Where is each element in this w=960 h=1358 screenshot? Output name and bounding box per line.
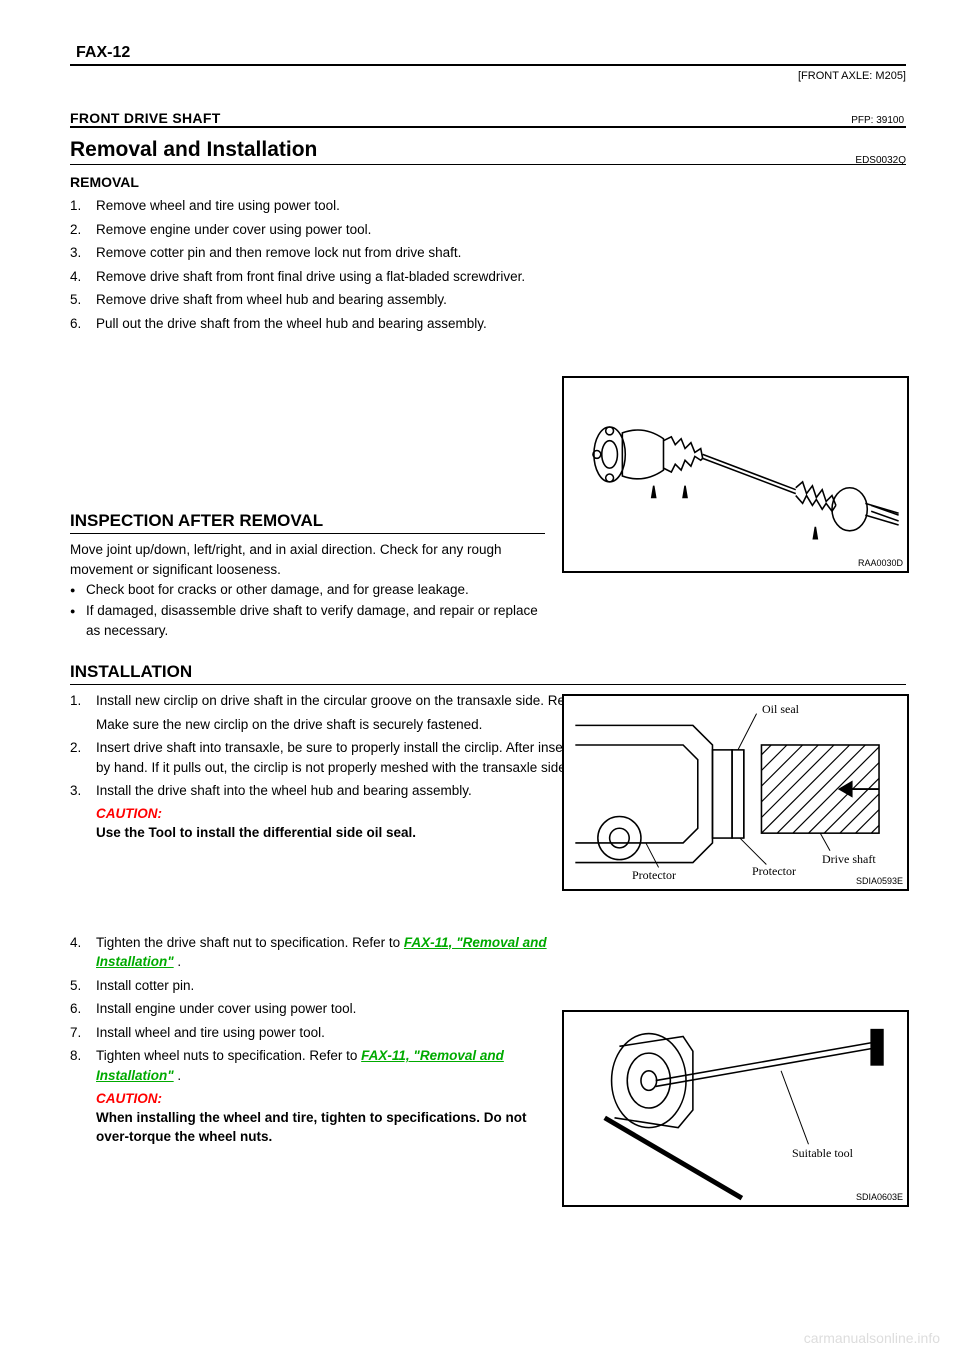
pfp-code: PFP: 39100 xyxy=(851,115,904,126)
step-text-pre: Install new circlip on drive shaft in th… xyxy=(96,693,600,708)
step-text-post: . xyxy=(174,1068,182,1083)
removal-step-4: 4. Remove drive shaft from front final d… xyxy=(70,267,906,287)
step-num: 5. xyxy=(70,290,81,310)
install-step-7: 7. Install wheel and tire using power to… xyxy=(70,1023,550,1043)
removal-step-2: 2. Remove engine under cover using power… xyxy=(70,220,906,240)
header-rule xyxy=(70,64,906,66)
caution-body-2: When installing the wheel and tire, tigh… xyxy=(70,1108,545,1147)
removal-subhead: REMOVAL xyxy=(70,174,906,190)
install-step-3: 3. Install the drive shaft into the whee… xyxy=(70,781,550,801)
step-text: Install engine under cover using power t… xyxy=(96,1001,356,1016)
step-text: Install the drive shaft into the wheel h… xyxy=(96,783,472,798)
install-step-8: 8. Tighten wheel nuts to specification. … xyxy=(70,1046,550,1085)
step-text: Install cotter pin. xyxy=(96,978,194,993)
inspection-intro: Move joint up/down, left/right, and in a… xyxy=(70,540,545,579)
figure-code-2: SDIA0593E xyxy=(856,876,903,886)
step-num: 3. xyxy=(70,781,81,801)
step-text: Remove cotter pin and then remove lock n… xyxy=(96,245,461,260)
step-num: 4. xyxy=(70,267,81,287)
figure-tool: Suitable tool SDIA0603E xyxy=(562,1010,909,1207)
step-text-post: . xyxy=(174,954,182,969)
watermark: carmanualsonline.info xyxy=(804,1330,940,1346)
step-num: 6. xyxy=(70,999,81,1019)
figure-oilseal: Oil seal Protector Protector Drive shaft… xyxy=(562,694,909,891)
step-text: Install wheel and tire using power tool. xyxy=(96,1025,325,1040)
section-title: FRONT DRIVE SHAFT xyxy=(70,110,221,126)
step-num: 6. xyxy=(70,314,81,334)
step-text: Remove engine under cover using power to… xyxy=(96,222,371,237)
install-step-5: 5. Install cotter pin. xyxy=(70,976,550,996)
figure-code-1: RAA0030D xyxy=(858,558,903,568)
model-line: [FRONT AXLE: M205] xyxy=(70,70,906,82)
inspection-rule xyxy=(70,533,545,534)
installation-heading: INSTALLATION xyxy=(70,662,906,682)
step-text: Remove wheel and tire using power tool. xyxy=(96,198,340,213)
install-step-6: 6. Install engine under cover using powe… xyxy=(70,999,550,1019)
step-num: 2. xyxy=(70,220,81,240)
step-text-pre: Tighten the drive shaft nut to specifica… xyxy=(96,935,404,950)
step-num: 3. xyxy=(70,243,81,263)
figure-driveshaft: RAA0030D xyxy=(562,376,909,573)
removal-step-3: 3. Remove cotter pin and then remove loc… xyxy=(70,243,906,263)
caution-label-1: CAUTION: xyxy=(96,806,162,821)
step-num: 1. xyxy=(70,691,81,711)
caution-label-2: CAUTION: xyxy=(96,1091,162,1106)
header-row: FAX-12 xyxy=(70,44,906,62)
installation-rule xyxy=(70,684,906,685)
label-protector-1: Protector xyxy=(632,868,676,883)
removal-step-6: 6. Pull out the drive shaft from the whe… xyxy=(70,314,906,334)
step-num: 4. xyxy=(70,933,81,953)
driveshaft-svg xyxy=(564,378,907,571)
label-protector-2: Protector xyxy=(752,864,796,879)
inspection-bullet-1: Check boot for cracks or other damage, a… xyxy=(70,580,545,600)
tool-svg xyxy=(564,1012,907,1205)
step-text: Remove drive shaft from wheel hub and be… xyxy=(96,292,447,307)
label-oil-seal: Oil seal xyxy=(762,702,799,717)
step-num: 2. xyxy=(70,738,81,758)
step-text: Make sure the new circlip on the drive s… xyxy=(96,717,482,732)
removal-step-5: 5. Remove drive shaft from wheel hub and… xyxy=(70,290,906,310)
inspection-bullet-2: If damaged, disassemble drive shaft to v… xyxy=(70,601,545,640)
install-step-4: 4. Tighten the drive shaft nut to specif… xyxy=(70,933,550,972)
label-drive-shaft: Drive shaft xyxy=(822,852,876,867)
step-num: 1. xyxy=(70,196,81,216)
step-num: 5. xyxy=(70,976,81,996)
label-suitable-tool: Suitable tool xyxy=(792,1146,853,1161)
page-number: FAX-12 xyxy=(70,44,136,62)
removal-step-1: 1. Remove wheel and tire using power too… xyxy=(70,196,906,216)
step-text: Remove drive shaft from front final driv… xyxy=(96,269,525,284)
caution-body-1: Use the Tool to install the differential… xyxy=(70,823,545,843)
step-num: 7. xyxy=(70,1023,81,1043)
step-text: Pull out the drive shaft from the wheel … xyxy=(96,316,487,331)
step-num: 8. xyxy=(70,1046,81,1066)
figure-code-3: SDIA0603E xyxy=(856,1192,903,1202)
section-rule xyxy=(70,126,906,128)
step-text-pre: Tighten wheel nuts to specification. Ref… xyxy=(96,1048,361,1063)
